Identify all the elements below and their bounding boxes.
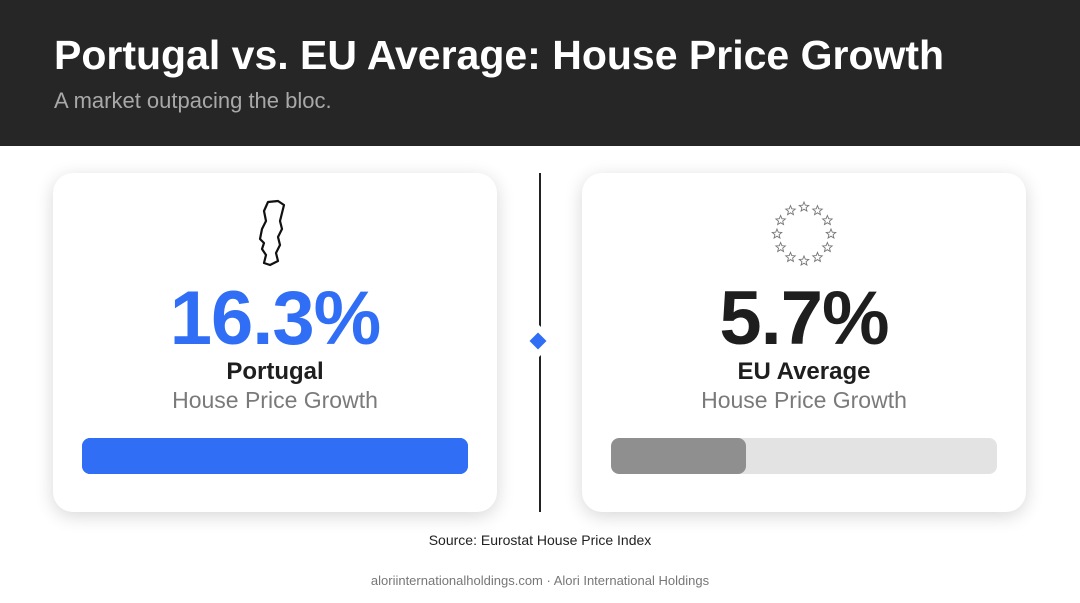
star: [811, 204, 824, 216]
bar: [611, 438, 746, 474]
card: 5.7% EU Average House Price Growth: [582, 173, 1026, 512]
portugal-icon: [258, 199, 286, 267]
card-metric: House Price Growth: [172, 387, 378, 413]
star: [784, 204, 797, 216]
star: [784, 251, 797, 263]
star: [771, 227, 783, 240]
star: [798, 254, 810, 267]
star: [798, 200, 810, 213]
title: Portugal vs. EU Average: House Price Gro…: [54, 32, 945, 78]
subtitle: A market outpacing the bloc.: [54, 88, 332, 113]
source: Source: Eurostat House Price Index: [428, 532, 652, 548]
bar-track: [611, 438, 997, 474]
star: [825, 227, 837, 240]
card-metric: House Price Growth: [701, 387, 907, 413]
star: [774, 241, 787, 253]
eu-stars-icon: [771, 200, 837, 267]
card: 16.3% Portugal House Price Growth: [53, 173, 497, 512]
header: Portugal vs. EU Average: House Price Gro…: [0, 0, 1080, 146]
card-name: Portugal: [226, 358, 324, 385]
bar-track: [82, 438, 468, 474]
divider-diamond: [529, 332, 547, 350]
bar: [82, 438, 468, 474]
star: [811, 251, 824, 263]
star: [821, 241, 834, 253]
star: [774, 214, 787, 226]
footer: aloriinternationalholdings.com · Alori I…: [370, 573, 710, 588]
star: [821, 214, 834, 226]
card-name: EU Average: [737, 358, 871, 385]
big-value: 5.7%: [719, 276, 889, 361]
big-value: 16.3%: [169, 276, 382, 361]
